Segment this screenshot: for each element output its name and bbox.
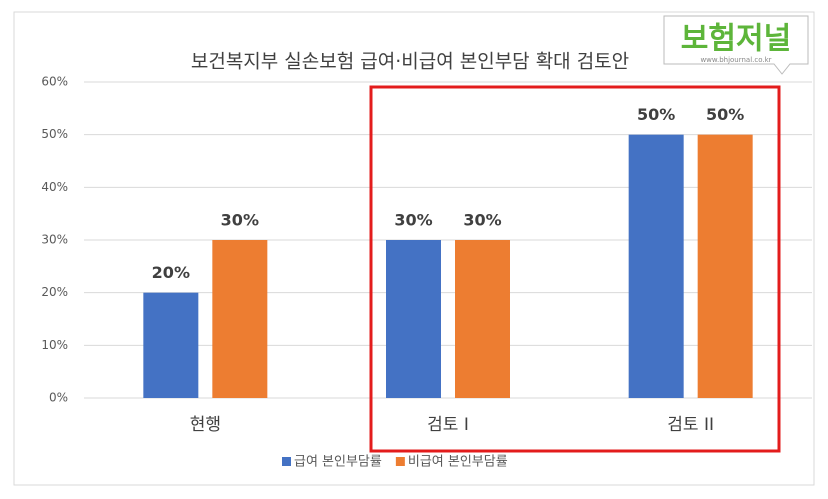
bar [143, 292, 199, 398]
y-tick-label: 0% [49, 391, 68, 405]
y-tick-label: 30% [41, 233, 68, 247]
legend-swatch [395, 457, 405, 466]
data-label: 30% [394, 211, 432, 230]
y-tick-label: 60% [41, 75, 68, 89]
bar [212, 240, 268, 398]
data-label: 20% [152, 263, 190, 282]
chart-title: 보건복지부 실손보험 급여·비급여 본인부담 확대 검토안 [191, 51, 629, 73]
y-tick-label: 50% [41, 127, 68, 141]
bar [697, 134, 753, 398]
data-label: 30% [221, 211, 259, 230]
y-tick-label: 20% [41, 285, 68, 299]
logo-box [663, 15, 809, 75]
x-tick-label: 현행 [190, 415, 221, 435]
x-tick-label: 검토 I [427, 415, 469, 435]
y-tick-label: 40% [41, 180, 68, 194]
data-label: 50% [637, 105, 675, 124]
bar [628, 134, 684, 398]
data-label: 50% [706, 105, 744, 124]
bar [455, 240, 510, 398]
logo: 보험저널 www.bhjournal.co.kr [663, 15, 809, 75]
logo-text: 보험저널 [681, 22, 791, 57]
legend-label: 급여 본인부담률 [294, 455, 382, 470]
legend-swatch [282, 457, 291, 466]
data-label: 30% [463, 211, 501, 230]
x-tick-label: 검토 II [667, 415, 714, 435]
legend-label: 비급여 본인부담률 [408, 455, 508, 470]
y-tick-label: 10% [41, 338, 68, 352]
logo-url: www.bhjournal.co.kr [700, 56, 771, 64]
highlight-box [369, 85, 781, 453]
bar [386, 240, 441, 398]
